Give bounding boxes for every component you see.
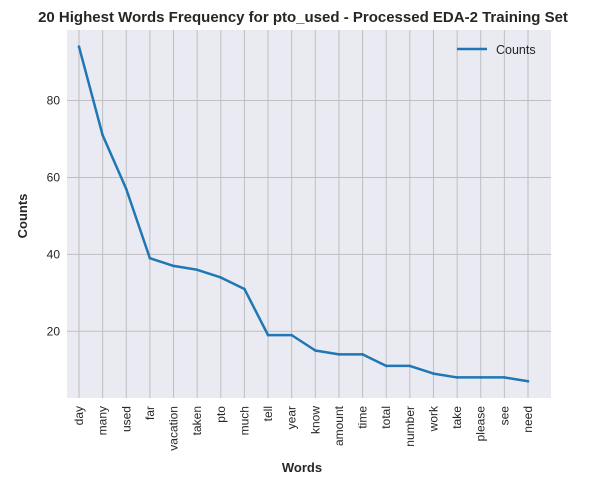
y-tick-label: 40 (47, 247, 61, 261)
data-point (243, 287, 246, 291)
plot-area (67, 30, 551, 398)
x-tick-label: pto (214, 406, 228, 423)
x-tick-label: vacation (167, 406, 181, 451)
chart-title: 20 Highest Words Frequency for pto_used … (38, 9, 568, 26)
data-point (432, 372, 435, 375)
data-point (148, 256, 152, 260)
y-axis-label: Counts (15, 194, 30, 239)
data-point (195, 268, 199, 272)
x-tick-label: need (521, 406, 535, 433)
data-point (408, 364, 412, 368)
y-tick-label: 80 (47, 94, 61, 108)
x-tick-label: total (379, 406, 393, 429)
legend-label-counts: Counts (496, 43, 536, 57)
y-tick-label: 20 (47, 324, 61, 338)
x-tick-label: taken (190, 406, 204, 435)
y-tick-label: 60 (47, 170, 61, 184)
x-axis-label: Words (282, 460, 322, 475)
data-point (290, 333, 293, 337)
series-line-counts (77, 45, 530, 383)
x-tick-label: take (450, 406, 464, 429)
x-tick-label: see (497, 406, 511, 426)
data-point (124, 187, 128, 191)
data-point (526, 379, 530, 383)
x-tick-label: number (403, 406, 417, 447)
series-layer (77, 45, 530, 383)
data-point (172, 264, 175, 268)
x-axis-ticks: day many used far vacation taken pto much tell ye… (72, 405, 535, 451)
x-tick-label: year (285, 406, 299, 429)
x-tick-label: please (474, 406, 488, 442)
x-tick-label: work (426, 405, 440, 432)
data-point (384, 364, 388, 368)
data-point (455, 376, 459, 379)
data-point (314, 349, 317, 352)
x-tick-label: tell (261, 406, 275, 421)
x-tick-label: many (96, 406, 110, 435)
data-point (503, 376, 506, 379)
y-axis-ticks: 20 40 60 80 (47, 94, 61, 339)
data-point (361, 353, 364, 356)
data-point (77, 45, 81, 49)
data-point (266, 333, 270, 337)
data-point (101, 133, 104, 137)
x-tick-label: amount (332, 405, 346, 446)
x-tick-label: time (356, 406, 370, 429)
x-tick-label: day (72, 406, 86, 425)
data-point (479, 376, 483, 379)
x-tick-label: used (119, 406, 133, 432)
data-point (219, 276, 223, 279)
x-tick-label: much (237, 406, 251, 435)
x-tick-label: know (308, 406, 322, 434)
x-tick-label: far (143, 406, 157, 420)
data-point (337, 353, 341, 356)
legend: Counts (457, 43, 536, 57)
grid-lines (67, 30, 551, 398)
